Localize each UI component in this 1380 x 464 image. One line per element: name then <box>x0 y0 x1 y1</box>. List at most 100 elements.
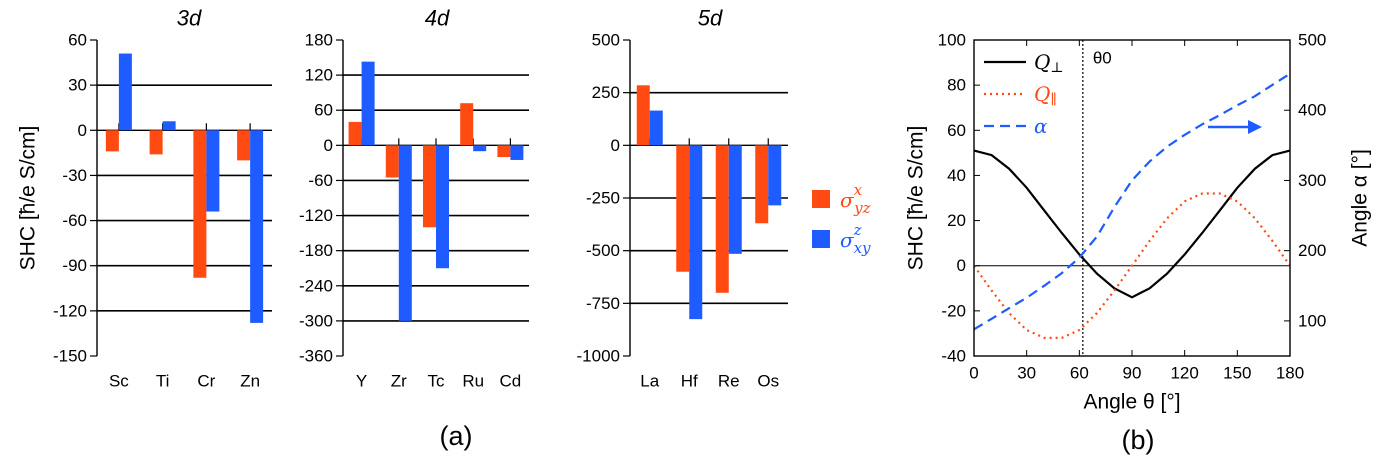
y-tick-label: -30 <box>62 166 87 185</box>
y2-tick-label: 500 <box>1298 31 1326 50</box>
bar-La-series-2 <box>649 110 663 146</box>
y-tick-label: -90 <box>62 256 87 275</box>
bar-Os-series-2 <box>768 145 782 206</box>
y-tick-label: 20 <box>947 211 966 230</box>
y-tick-label: 60 <box>68 31 87 50</box>
x-tick-label-Sc: Sc <box>109 372 129 391</box>
x-tick-label: 180 <box>1276 364 1304 383</box>
y-tick-label: -20 <box>941 301 966 320</box>
x-tick-label-Zn: Zn <box>240 372 260 391</box>
bar-panel-3d: 60 30 0 -30 -60 -90 -120 -150 Sc Ti Cr Zn 3d SHC [ħ/e… <box>17 6 272 391</box>
theta0-label: θ0 <box>1093 49 1112 68</box>
y-tick-label: 60 <box>314 101 333 120</box>
bar-Zr-series-1 <box>385 145 399 178</box>
bar-Tc-series-1 <box>423 145 436 228</box>
curve-2 <box>973 192 1291 339</box>
panel-label-a: (a) <box>440 421 473 451</box>
line-legend-label-3: α <box>1034 114 1048 138</box>
bar-Hf-series-1 <box>676 145 690 272</box>
y-axis-label: SHC [ħ/e S/cm] <box>17 126 40 271</box>
x-tick-label-Tc: Tc <box>428 372 446 391</box>
bar-Zn-series-2 <box>250 130 264 323</box>
y-tick-label: -1000 <box>577 347 620 366</box>
line-legend-symbol: Q <box>1034 82 1050 106</box>
x-tick-label-Os: Os <box>757 372 779 391</box>
legend-subscript: yz <box>853 199 870 217</box>
line-panel: -40 -20 0 20 40 60 80 100 100 200 300 400 500 0 30 60 90… <box>905 31 1372 414</box>
bar-Cd-series-2 <box>510 145 524 160</box>
x-tick-label-La: La <box>640 372 659 391</box>
y2-tick-label: 400 <box>1298 101 1326 120</box>
bar-Hf-series-2 <box>689 145 703 320</box>
panel-title: 3d <box>177 6 202 31</box>
y-tick-label: 40 <box>947 166 966 185</box>
y-tick-label: -120 <box>299 206 333 225</box>
y-tick-label: 0 <box>78 121 87 140</box>
bar-Tc-series-2 <box>436 145 449 269</box>
curve-1 <box>973 149 1291 299</box>
legend-superscript: z <box>853 221 862 239</box>
panel-label-b: (b) <box>1122 425 1155 455</box>
y-tick-label: 0 <box>324 136 333 155</box>
line-legend-label-1: Q⊥ <box>1034 50 1064 76</box>
bar-Re-series-1 <box>715 145 729 293</box>
x-tick-label-Y: Y <box>356 372 367 391</box>
y-tick-label: -500 <box>586 241 620 260</box>
legend-symbol: σ <box>840 228 855 252</box>
x-tick-label-Zr: Zr <box>391 372 407 391</box>
bar-panel-4d: 180 120 60 0 -60 -120 -180 -240 -300 -360 Y Zr Tc Ru C… <box>299 6 529 391</box>
panel-title: 5d <box>698 6 723 31</box>
y-tick-label: -250 <box>586 189 620 208</box>
bar-Cd-series-1 <box>497 145 511 158</box>
y-tick-label: -60 <box>62 211 87 230</box>
bar-Zn-series-1 <box>237 130 251 161</box>
y-tick-label: 500 <box>592 31 620 50</box>
line-legend: Q⊥ Q∥α <box>984 50 1064 138</box>
right-axis-arrow-head <box>1248 120 1262 134</box>
legend-swatch-1 <box>812 190 830 208</box>
y2-tick-label: 100 <box>1298 311 1326 330</box>
bar-Cr-series-2 <box>206 130 220 212</box>
curve-3 <box>973 72 1291 331</box>
y-tick-label: -60 <box>308 171 333 190</box>
legend-label-1: σx yz <box>840 181 871 217</box>
legend-superscript: x <box>854 181 863 199</box>
legend-subscript: xy <box>854 239 871 257</box>
y-tick-label: 250 <box>592 83 620 102</box>
y2-tick-label: 300 <box>1298 171 1326 190</box>
plot-frame <box>973 39 1291 357</box>
y-tick-label: -300 <box>299 311 333 330</box>
line-legend-symbol: α <box>1034 114 1048 138</box>
y2-tick-label: 200 <box>1298 241 1326 260</box>
y-tick-label: -150 <box>53 347 87 366</box>
x-tick-label-Cr: Cr <box>197 372 215 391</box>
bar-Cr-series-1 <box>193 130 207 278</box>
x-tick-label-Ti: Ti <box>156 372 170 391</box>
y-tick-label: 0 <box>611 136 620 155</box>
x-axis-label: Angle θ [°] <box>1083 391 1180 414</box>
bar-Re-series-2 <box>728 145 742 254</box>
legend-label-2: σz xy <box>840 221 871 257</box>
y-tick-label: 120 <box>305 66 333 85</box>
y-tick-label: 30 <box>68 76 87 95</box>
legend-swatch-2 <box>812 230 830 248</box>
y-tick-label: -180 <box>299 241 333 260</box>
y-tick-label: 80 <box>947 76 966 95</box>
bar-Ti-series-2 <box>162 121 176 131</box>
y-tick-label: -40 <box>941 347 966 366</box>
bar-Ru-series-2 <box>473 145 487 152</box>
panel-title: 4d <box>425 6 450 31</box>
bar-Ru-series-1 <box>460 103 474 146</box>
x-tick-label-Re: Re <box>718 372 740 391</box>
x-tick-label: 120 <box>1170 364 1198 383</box>
x-tick-label: 90 <box>1123 364 1142 383</box>
y-axis-label: SHC [ħ/e S/cm] <box>905 126 928 271</box>
y-tick-label: -120 <box>53 301 87 320</box>
bar-Os-series-1 <box>755 145 769 224</box>
line-legend-subscript: ∥ <box>1050 92 1056 108</box>
bar-Sc-series-1 <box>105 130 119 152</box>
x-tick-label-Cd: Cd <box>500 372 522 391</box>
x-tick-label: 60 <box>1070 364 1089 383</box>
